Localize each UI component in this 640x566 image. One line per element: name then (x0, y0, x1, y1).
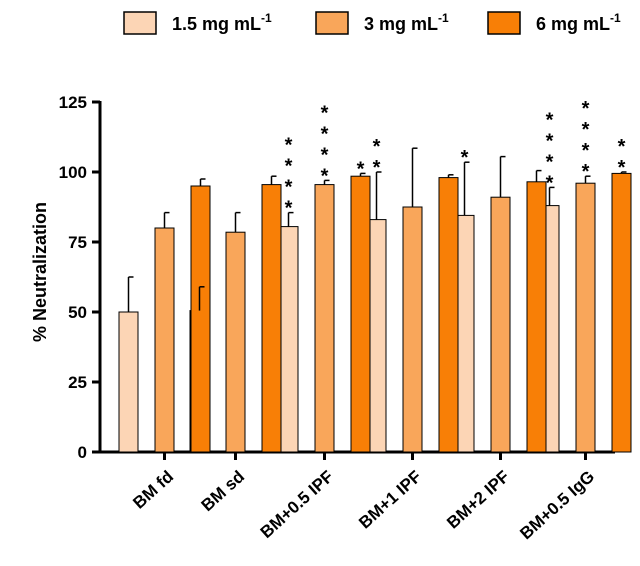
x-tick-label: BM+1 IPF (355, 467, 425, 533)
significance-markers: ******************** ** (285, 98, 626, 219)
bar (261, 184, 282, 453)
significance-star: * (546, 172, 554, 194)
legend-label: 1.5 mg mL-1 (172, 11, 272, 34)
legend-swatch (487, 11, 521, 35)
significance-star: * (373, 136, 381, 158)
significance-star: * (321, 123, 329, 145)
significance-star: * (321, 144, 329, 166)
significance-star: * (321, 165, 329, 187)
significance-star: * (582, 140, 590, 162)
y-tick-label: 50 (68, 303, 87, 322)
x-tick-label: BM fd (129, 467, 177, 513)
bar (402, 206, 423, 453)
significance-star: * (357, 158, 365, 180)
bar (438, 177, 459, 453)
bar (225, 231, 246, 453)
significance-star: * (285, 177, 293, 199)
y-axis: 0 25 50 75 100 125 (59, 93, 102, 462)
bar (575, 182, 596, 453)
legend-label: 6 mg mL-1 (536, 11, 621, 34)
y-tick-label: 100 (59, 163, 87, 182)
significance-star: * (546, 130, 554, 152)
bar (278, 226, 299, 453)
y-tick-label: 25 (68, 373, 87, 392)
x-tick-label: BM sd (198, 467, 249, 515)
significance-star: * (285, 156, 293, 178)
significance-star: * (546, 109, 554, 131)
significance-star: * (582, 161, 590, 183)
significance-star: * (321, 102, 329, 124)
bar (350, 175, 371, 453)
significance-star: * (582, 98, 590, 120)
legend-swatch (123, 11, 157, 35)
y-tick-label: 0 (78, 443, 87, 462)
error-bars (127, 147, 627, 312)
x-tick-label: BM+2 IPF (443, 467, 513, 533)
bar (154, 227, 175, 453)
legend: 1.5 mg mL-1 3 mg mL-1 6 mg mL-1 (123, 11, 621, 35)
bar (611, 172, 632, 453)
legend-label: 3 mg mL-1 (364, 11, 449, 34)
bar (526, 181, 547, 453)
significance-star: * (461, 147, 469, 169)
y-tick-label: 75 (68, 233, 87, 252)
bar (190, 185, 211, 453)
y-axis-label: % Neutralization (30, 202, 50, 342)
bars (118, 172, 632, 453)
y-tick-label: 125 (59, 93, 87, 112)
x-tick-label: BM+0.5 IPF (257, 467, 337, 542)
significance-star: * (285, 135, 293, 157)
x-tick-label: BM+0.5 IgG (516, 467, 598, 543)
x-axis: BM fd BM sd BM+0.5 IPF BM+1 IPF BM+2 IPF BM+0… (99, 450, 615, 543)
bar (118, 311, 139, 453)
significance-star: * (285, 198, 293, 220)
significance-star: * (546, 151, 554, 173)
legend-swatch (315, 11, 349, 35)
significance-star: * (618, 136, 626, 158)
bar (314, 184, 335, 453)
significance-star: * (373, 157, 381, 179)
significance-star: * (618, 157, 626, 179)
bar (490, 196, 511, 453)
significance-star: * (582, 119, 590, 141)
